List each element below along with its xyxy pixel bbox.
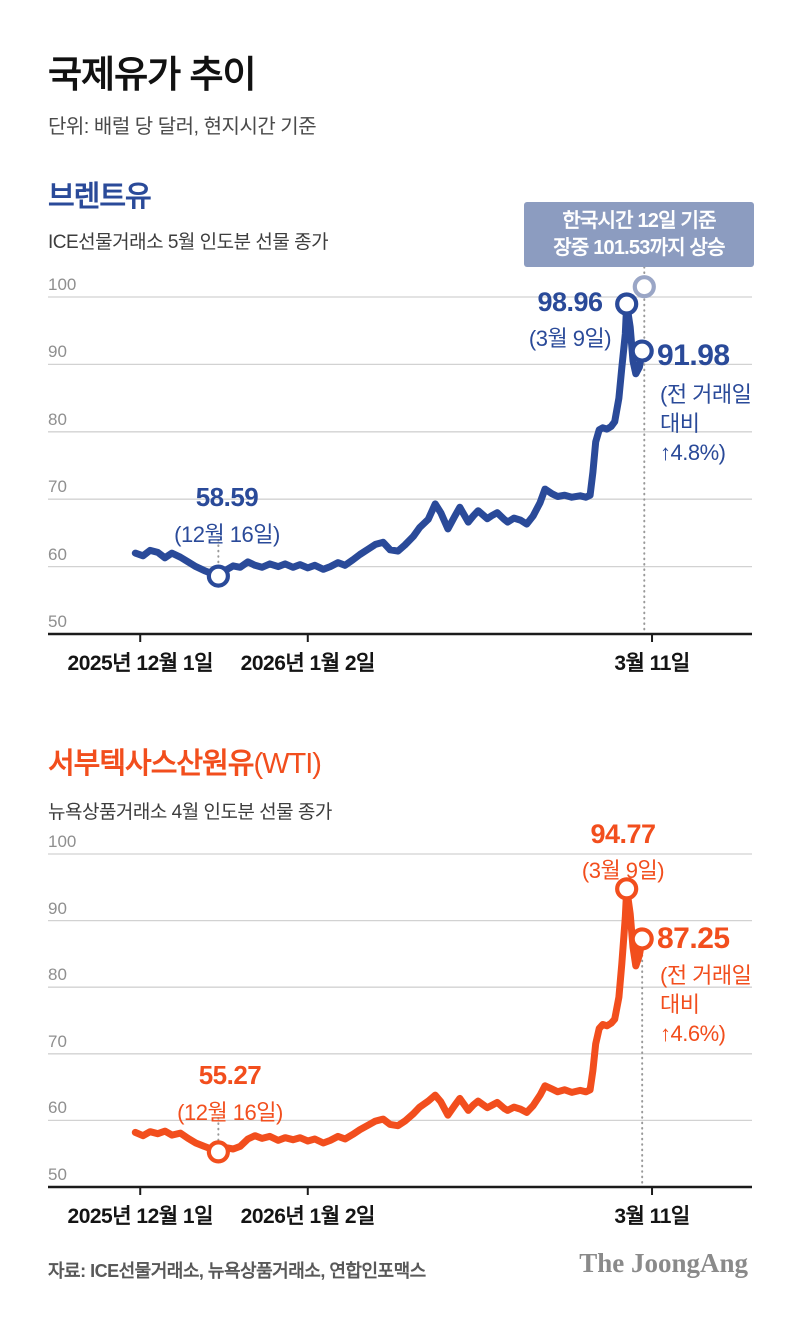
wti-chart-plot bbox=[48, 853, 752, 1195]
x-axis-label: 2026년 1월 2일 bbox=[240, 652, 376, 675]
brent-chart-subtitle: ICE선물거래소 5월 인도분 선물 종가 bbox=[48, 232, 329, 253]
y-axis-label: 100 bbox=[48, 832, 77, 851]
data-point-marker bbox=[615, 877, 639, 901]
brent-last-value: 91.98 bbox=[657, 339, 730, 372]
y-axis-label: 90 bbox=[48, 342, 67, 362]
wti-low-date: (12월 16일) bbox=[177, 1100, 283, 1125]
brent-low-date: (12월 16일) bbox=[174, 522, 280, 547]
annotation-line2: 장중 101.53까지 상승 bbox=[553, 236, 725, 259]
units-note: 단위: 배럴 당 달러, 현지시간 기준 bbox=[48, 116, 317, 138]
annotation-line1: 한국시간 12일 기준 bbox=[562, 209, 716, 232]
x-axis-label: 2025년 12월 1일 bbox=[67, 1205, 214, 1228]
brent-peak-date: (3월 9일) bbox=[528, 326, 612, 351]
data-point-marker bbox=[206, 1140, 230, 1164]
wti-low-value: 55.27 bbox=[198, 1060, 262, 1090]
wti-low-callout: 55.27 (12월 16일) bbox=[145, 1060, 315, 1127]
y-axis-label: 50 bbox=[48, 1165, 67, 1184]
wti-title-suffix: (WTI) bbox=[253, 748, 321, 780]
x-axis-label: 2025년 12월 1일 bbox=[67, 652, 214, 675]
wti-chart-title: 서부텍사스산원유(WTI) bbox=[48, 740, 322, 782]
wti-peak-value: 94.77 bbox=[590, 819, 656, 849]
y-axis-label: 80 bbox=[48, 965, 67, 985]
x-axis-label: 2026년 1월 2일 bbox=[240, 1205, 376, 1228]
y-axis-label: 70 bbox=[48, 1031, 67, 1051]
joongang-logo: The JoongAng bbox=[579, 1248, 748, 1278]
brent-low-callout: 58.59 (12월 16일) bbox=[142, 482, 312, 549]
data-point-marker bbox=[630, 339, 654, 363]
price-line bbox=[131, 885, 646, 1156]
brent-chart-title: 브렌트유 bbox=[48, 173, 152, 215]
y-axis-label: 80 bbox=[48, 409, 67, 429]
source-credit: 자료: ICE선물거래소, 뉴욕상품거래소, 연합인포맥스 bbox=[48, 1261, 426, 1281]
intraday-high-marker bbox=[632, 275, 656, 299]
annotation-value: 101.53 bbox=[593, 236, 650, 259]
y-axis-label: 70 bbox=[48, 477, 67, 497]
y-axis-label: 100 bbox=[48, 275, 77, 294]
brent-title-text: 브렌트유 bbox=[48, 181, 152, 213]
wti-peak-date: (3월 9일) bbox=[581, 858, 665, 883]
wti-last-note: (전 거래일 대비 ↑4.6%) bbox=[660, 963, 752, 1046]
wti-chart-subtitle: 뉴욕상품거래소 4월 인도분 선물 종가 bbox=[48, 802, 332, 823]
x-axis-label: 3월 11일 bbox=[614, 1205, 690, 1228]
x-axis-label: 3월 11일 bbox=[614, 652, 690, 675]
wti-peak-callout: 94.77 (3월 9일) bbox=[553, 819, 693, 885]
wti-last-value: 87.25 bbox=[657, 922, 730, 955]
brent-low-value: 58.59 bbox=[195, 482, 259, 512]
y-axis-label: 90 bbox=[48, 898, 67, 918]
y-axis-label: 50 bbox=[48, 612, 67, 631]
intraday-high-annotation: 한국시간 12일 기준 장중 101.53까지 상승 bbox=[524, 202, 754, 267]
y-axis-label: 60 bbox=[48, 544, 67, 564]
brent-peak-value: 98.96 bbox=[537, 287, 603, 317]
data-point-marker bbox=[206, 564, 230, 588]
data-point-marker bbox=[630, 927, 654, 951]
brent-peak-callout: 98.96 (3월 9일) bbox=[500, 287, 640, 353]
wti-title-text: 서부텍사스산원유 bbox=[48, 748, 254, 780]
y-axis-label: 60 bbox=[48, 1098, 67, 1118]
price-line bbox=[131, 300, 646, 580]
data-point-marker bbox=[615, 292, 639, 316]
brent-last-note: (전 거래일 대비 ↑4.8%) bbox=[660, 382, 752, 465]
page-title: 국제유가 추이 bbox=[48, 54, 257, 95]
brent-chart-plot bbox=[48, 266, 752, 642]
